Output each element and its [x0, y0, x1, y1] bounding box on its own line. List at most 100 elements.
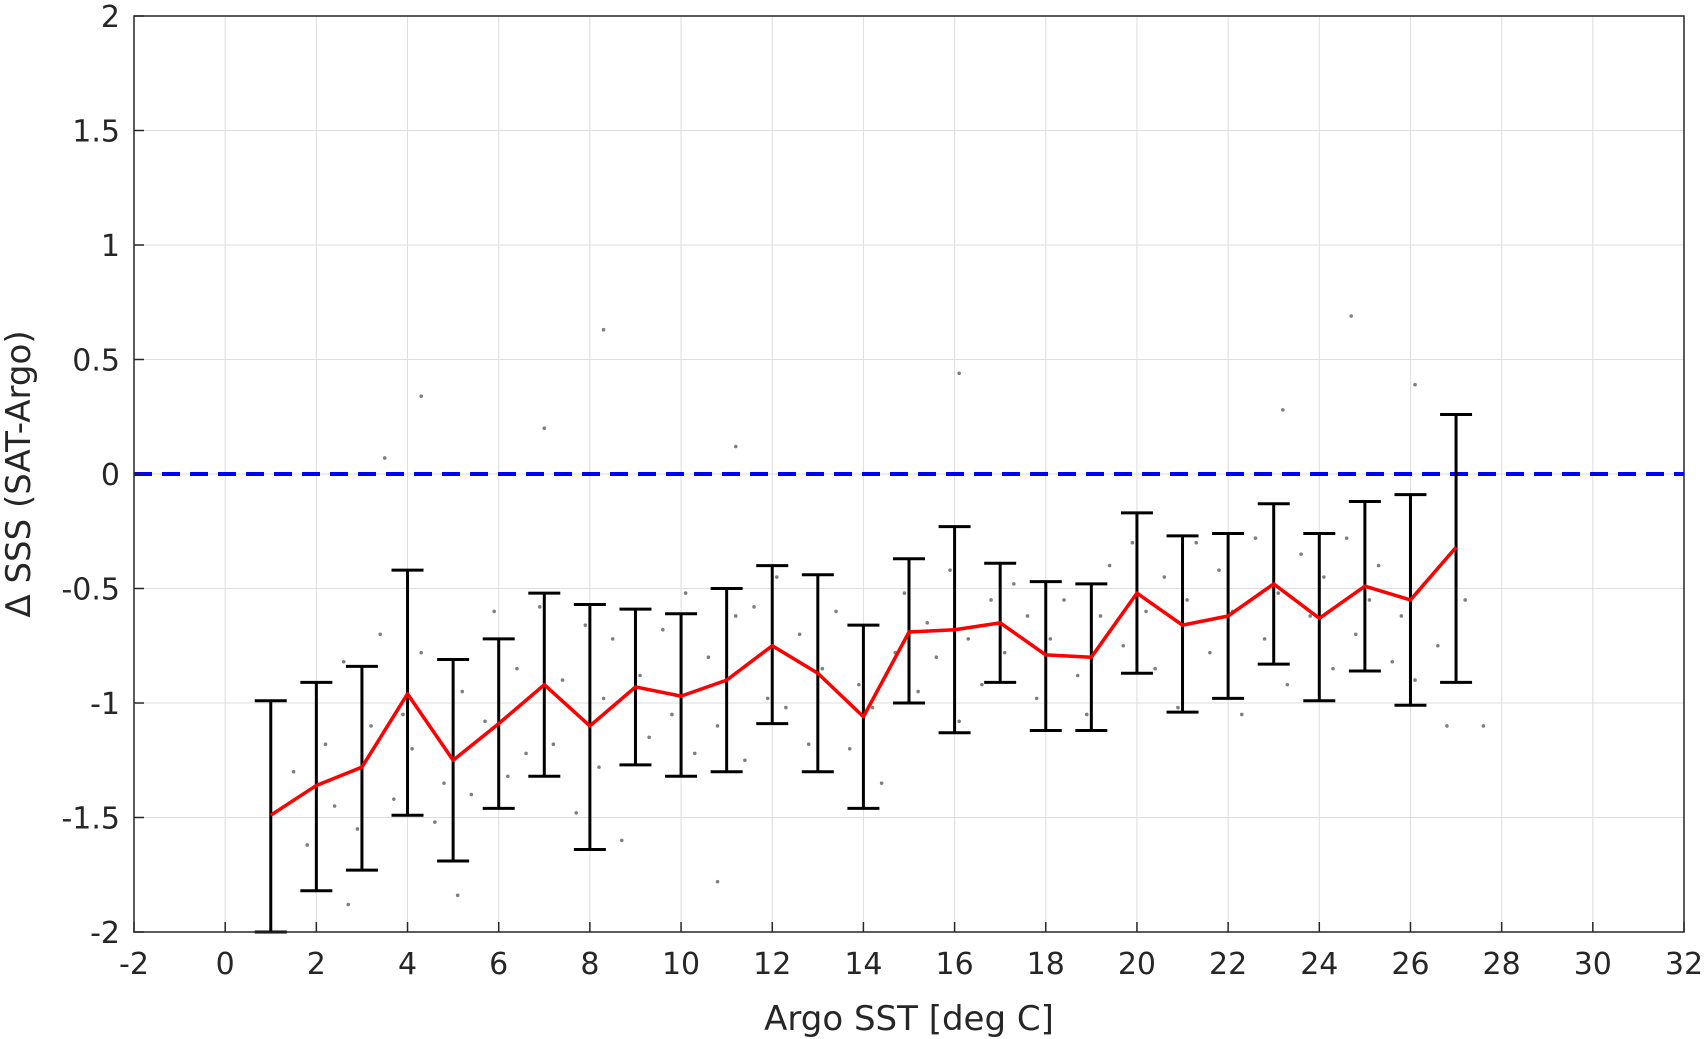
- scatter-point: [1463, 598, 1467, 602]
- scatter-point: [1176, 705, 1180, 710]
- scatter-point: [305, 843, 310, 847]
- scatter-point: [1399, 614, 1404, 618]
- scatter-point: [1208, 650, 1212, 655]
- scatter-point: [341, 659, 346, 664]
- scatter-point: [966, 637, 971, 641]
- scatter-point: [1331, 666, 1335, 671]
- scatter-point: [1281, 408, 1285, 412]
- scatter-point: [524, 751, 528, 756]
- scatter-point: [1012, 582, 1016, 586]
- scatter-point: [706, 655, 711, 659]
- scatter-point: [542, 426, 547, 431]
- y-tick-label: -1: [90, 687, 120, 722]
- scatter-point: [957, 371, 961, 376]
- scatter-point: [492, 609, 496, 614]
- scatter-point: [1276, 591, 1281, 595]
- scatter-point: [583, 623, 588, 627]
- scatter-point: [715, 724, 720, 728]
- scatter-point: [460, 689, 465, 694]
- x-axis-label: Argo SST [deg C]: [764, 999, 1054, 1039]
- scatter-point: [902, 591, 907, 595]
- x-tick-label: 16: [935, 947, 973, 982]
- scatter-point: [483, 719, 487, 724]
- x-tick-label: 18: [1027, 947, 1065, 982]
- scatter-point: [369, 724, 373, 728]
- x-tick-label: 4: [398, 947, 417, 982]
- scatter-point: [715, 879, 720, 884]
- scatter-point: [1285, 682, 1290, 687]
- scatter-point: [1153, 666, 1157, 671]
- scatter-point: [765, 696, 770, 701]
- scatter-point: [601, 327, 606, 332]
- scatter-point: [743, 758, 747, 763]
- scatter-point: [419, 394, 424, 398]
- scatter-point: [980, 682, 984, 687]
- scatter-point: [683, 591, 688, 595]
- scatter-point: [1308, 614, 1312, 618]
- scatter-point: [419, 650, 424, 655]
- scatter-point: [1344, 536, 1349, 540]
- scatter-point: [1121, 643, 1126, 648]
- scatter-point: [806, 742, 811, 747]
- scatter-point: [506, 774, 510, 779]
- scatter-point: [332, 804, 337, 808]
- scatter-point: [1162, 575, 1167, 579]
- scatter-point: [401, 712, 405, 717]
- scatter-point: [455, 893, 460, 898]
- scatter-point: [638, 673, 642, 678]
- scatter-point: [574, 811, 579, 815]
- scatter-point: [1062, 598, 1066, 602]
- y-tick-label: -0.5: [61, 573, 120, 608]
- y-tick-label: 2: [101, 0, 120, 35]
- scatter-point: [597, 765, 601, 769]
- scatter-point: [989, 598, 993, 602]
- scatter-point: [1194, 540, 1199, 545]
- scatter-point: [515, 666, 519, 671]
- x-tick-label: 12: [753, 947, 791, 982]
- scatter-point: [1253, 536, 1258, 540]
- scatter-point: [1436, 643, 1440, 648]
- scatter-point: [692, 751, 697, 756]
- scatter-point: [610, 637, 615, 641]
- x-tick-label: 32: [1665, 947, 1703, 982]
- scatter-point: [733, 614, 738, 618]
- scatter-point: [774, 575, 779, 579]
- y-tick-label: 0.5: [72, 344, 120, 379]
- y-tick-label: 1: [101, 229, 120, 264]
- scatter-point: [1075, 673, 1080, 678]
- scatter-point: [934, 655, 939, 659]
- scatter-point: [1299, 552, 1303, 556]
- scatter-point: [784, 705, 788, 710]
- x-tick-label: 14: [844, 947, 882, 982]
- x-tick-label: 24: [1300, 947, 1338, 982]
- scatter-point: [410, 747, 414, 751]
- x-tick-label: 2: [307, 947, 326, 982]
- scatter-point: [797, 632, 802, 637]
- x-tick-label: 8: [580, 947, 599, 982]
- scatter-point: [1349, 314, 1354, 318]
- y-tick-label: -2: [90, 916, 120, 951]
- scatter-point: [857, 682, 861, 687]
- scatter-point: [1390, 659, 1395, 664]
- scatter-point: [619, 838, 624, 843]
- scatter-point: [670, 712, 674, 717]
- scatter-point: [1376, 563, 1381, 568]
- scatter-point: [957, 719, 961, 724]
- scatter-point: [916, 689, 920, 694]
- scatter-point: [1413, 382, 1417, 387]
- scatter-points: [291, 314, 1486, 907]
- x-tick-label: 20: [1118, 947, 1156, 982]
- scatter-point: [820, 666, 825, 671]
- scatter-point: [1239, 712, 1244, 717]
- scatter-point: [433, 820, 437, 824]
- scatter-point: [323, 742, 328, 747]
- scatter-point: [1353, 632, 1358, 637]
- scatter-point: [647, 735, 651, 740]
- x-tick-label: -2: [119, 947, 149, 982]
- scatter-point: [1098, 614, 1103, 618]
- scatter-point: [382, 456, 387, 460]
- scatter-point: [442, 781, 446, 785]
- scatter-point: [847, 747, 852, 751]
- scatter-point: [346, 902, 351, 907]
